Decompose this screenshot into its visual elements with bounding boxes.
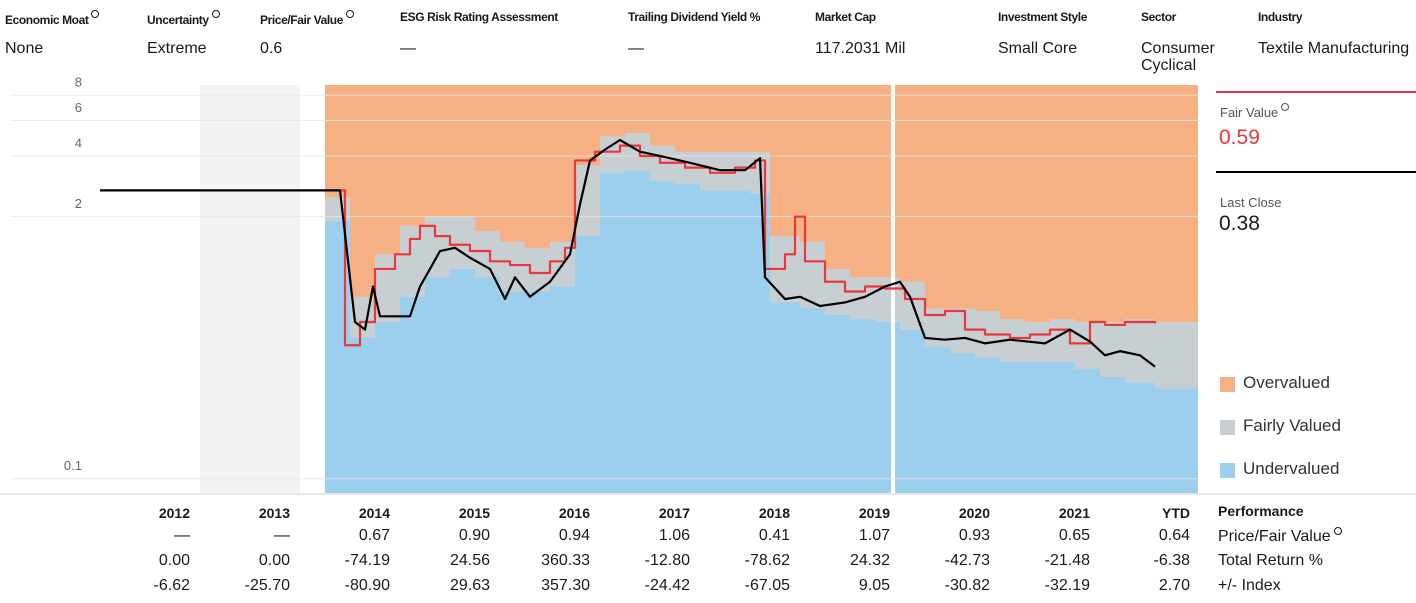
column-shade <box>200 85 300 493</box>
field-value: 117.2031 Mil <box>815 40 906 57</box>
table-cell: 357.30 <box>541 577 590 594</box>
year-header: 2012 <box>158 505 190 521</box>
legend-label: Undervalued <box>1243 459 1340 478</box>
table-cell: 9.05 <box>858 577 890 594</box>
legend-label: Fairly Valued <box>1243 416 1341 435</box>
legend-swatch <box>1220 463 1235 478</box>
last-close: 0.38 <box>1219 212 1260 235</box>
field-value: — <box>628 40 644 57</box>
field-label: Price/Fair Value <box>260 10 354 27</box>
legend-label: Overvalued <box>1243 373 1330 392</box>
table-cell: 29.63 <box>449 577 490 594</box>
field-label: Investment Style <box>998 10 1087 24</box>
legend-swatch <box>1220 420 1235 435</box>
field-label: Market Cap <box>815 10 876 24</box>
table-cell: 0.93 <box>958 527 990 544</box>
year-header: 2017 <box>658 505 690 521</box>
field-label: Uncertainty <box>147 10 220 27</box>
field-value: Consumer Cyclical <box>1141 40 1215 74</box>
year-header: YTD <box>1162 505 1190 521</box>
table-cell: 2.70 <box>1158 577 1190 594</box>
band-area <box>325 170 1198 493</box>
table-cell: -21.48 <box>1044 552 1090 569</box>
fair-value: 0.59 <box>1219 126 1260 149</box>
table-cell: -74.19 <box>344 552 390 569</box>
table-cell: -32.19 <box>1044 577 1090 594</box>
year-header: 2016 <box>558 505 590 521</box>
last-close-label: Last Close <box>1220 195 1282 210</box>
field-value: None <box>5 40 44 57</box>
year-header: 2014 <box>358 505 390 521</box>
table-cell: -25.70 <box>244 577 290 594</box>
year-header: 2015 <box>458 505 490 521</box>
table-title: Performance <box>1218 503 1304 519</box>
table-cell: -6.62 <box>153 577 190 594</box>
y-tick-label: 4 <box>75 135 82 150</box>
field-value: Extreme <box>147 40 207 57</box>
field-value: — <box>400 40 416 57</box>
table-cell: 0.65 <box>1058 527 1090 544</box>
year-header: 2013 <box>258 505 290 521</box>
field-value: 0.6 <box>260 40 283 57</box>
row-label: Total Return % <box>1218 552 1323 569</box>
table-cell: — <box>274 527 290 544</box>
year-header: 2021 <box>1058 505 1090 521</box>
table-cell: -80.90 <box>344 577 390 594</box>
fair-value-label: Fair Value <box>1220 103 1289 120</box>
row-label: +/- Index <box>1218 577 1281 594</box>
field-value: Small Core <box>998 40 1078 57</box>
table-cell: -42.73 <box>944 552 990 569</box>
table-cell: 0.41 <box>758 527 790 544</box>
year-header: 2019 <box>858 505 890 521</box>
table-cell: -12.80 <box>644 552 690 569</box>
table-cell: 0.64 <box>1158 527 1190 544</box>
y-tick-label: 8 <box>75 75 82 90</box>
table-cell: -78.62 <box>744 552 790 569</box>
field-label: ESG Risk Rating Assessment <box>400 10 558 24</box>
field-label: Sector <box>1141 10 1176 24</box>
y-tick-label: 0.1 <box>64 458 82 473</box>
table-cell: -30.82 <box>944 577 990 594</box>
price-line <box>330 144 1157 347</box>
table-cell: -67.05 <box>744 577 790 594</box>
year-header: 2020 <box>958 505 990 521</box>
table-cell: 0.67 <box>358 527 390 544</box>
row-label: Price/Fair Value <box>1218 527 1342 546</box>
table-cell: 0.94 <box>558 527 590 544</box>
y-tick-label: 6 <box>75 100 82 115</box>
field-value: Textile Manufacturing <box>1258 40 1410 57</box>
table-cell: 0.00 <box>158 552 190 569</box>
year-header: 2018 <box>758 505 790 521</box>
field-label: Industry <box>1258 10 1303 24</box>
legend-swatch <box>1220 377 1235 392</box>
table-cell: 1.06 <box>658 527 690 544</box>
y-tick-label: 2 <box>75 196 82 211</box>
table-cell: 24.32 <box>849 552 890 569</box>
table-cell: — <box>174 527 190 544</box>
table-cell: 360.33 <box>541 552 590 569</box>
table-cell: 0.00 <box>258 552 290 569</box>
field-label: Economic Moat <box>5 10 99 27</box>
table-cell: -24.42 <box>644 577 690 594</box>
table-cell: 24.56 <box>449 552 490 569</box>
price-line <box>100 138 1156 368</box>
table-cell: 1.07 <box>858 527 890 544</box>
table-cell: 0.90 <box>458 527 490 544</box>
field-label: Trailing Dividend Yield % <box>628 10 761 24</box>
table-cell: -6.38 <box>1153 552 1190 569</box>
